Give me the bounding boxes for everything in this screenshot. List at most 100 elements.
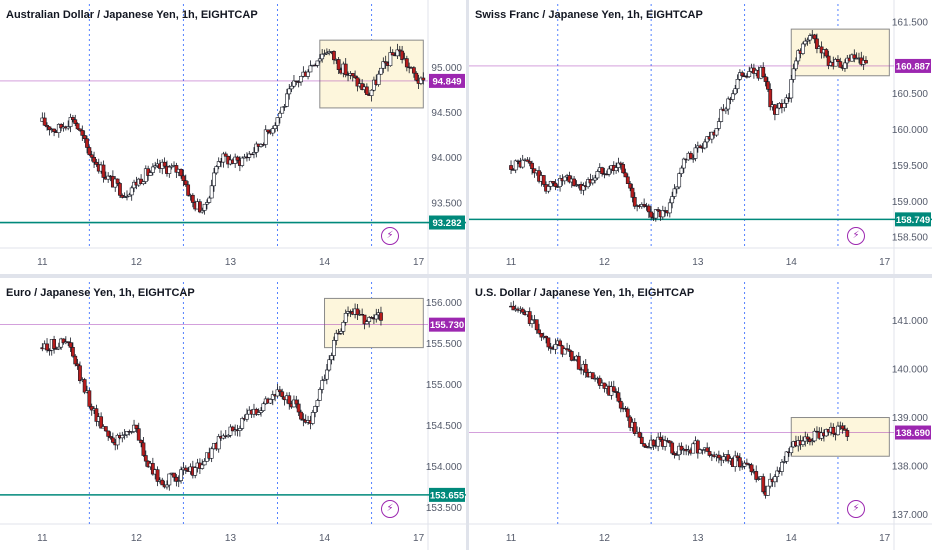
candle-body	[212, 172, 216, 187]
chart-panel-usdjpy[interactable]: 137.000 138.000 139.000 140.000 141.000 11 12 1…	[469, 278, 932, 550]
candle-body	[695, 440, 700, 454]
lightning-icon[interactable]: ⚡	[847, 500, 865, 518]
candle-body	[789, 446, 794, 454]
candle-body	[419, 77, 423, 84]
candle-body	[202, 461, 207, 466]
candle-body	[672, 452, 677, 456]
candle-body	[812, 34, 817, 40]
candle-body	[270, 128, 275, 134]
candle-body	[646, 446, 651, 449]
support-price-tag	[895, 212, 931, 227]
candle-body	[369, 317, 374, 319]
candle-body	[294, 80, 299, 83]
candle-body	[193, 467, 198, 476]
candle-body	[336, 332, 341, 335]
candle-body	[688, 152, 693, 159]
chart-panel-chfjpy[interactable]: 158.500 159.000 159.500 160.000 160.500 161.5…	[469, 0, 932, 274]
candle-body	[324, 369, 329, 380]
y-tick-label: 140.000	[892, 365, 929, 376]
candle-body	[315, 400, 320, 407]
candle-body	[134, 424, 139, 429]
x-tick-label: 17	[413, 257, 425, 268]
candle-body	[322, 53, 327, 55]
chart-panel-audjpy[interactable]: 93.500 94.000 94.500 95.000 11 12 13 14 17 94.849…	[0, 0, 466, 274]
candle-body	[240, 417, 245, 429]
chart-panel-eurjpy[interactable]: 153.500 154.000 154.500 155.000 155.500 156.0…	[0, 278, 466, 550]
candle-body	[562, 348, 567, 355]
candle-body	[546, 186, 551, 192]
chart-canvas[interactable]: 137.000 138.000 139.000 140.000 141.000 11 12 1…	[469, 278, 932, 550]
candle-body	[721, 456, 726, 461]
candle-body	[200, 210, 205, 213]
chart-canvas[interactable]: 93.500 94.000 94.500 95.000 11 12 13 14 17 94.849…	[0, 0, 466, 274]
candle-body	[740, 465, 745, 468]
y-tick-label: 94.500	[431, 108, 462, 119]
candle-body	[719, 108, 724, 122]
chart-canvas[interactable]: 153.500 154.000 154.500 155.000 155.500 156.0…	[0, 278, 466, 550]
candle-body	[263, 129, 268, 145]
candle-body	[555, 186, 560, 188]
candle-body	[766, 485, 770, 496]
candle-body	[723, 108, 728, 112]
candle-body	[47, 126, 52, 131]
lightning-icon[interactable]: ⚡	[381, 500, 399, 518]
candle-body	[343, 313, 348, 323]
candle-body	[698, 449, 703, 454]
candle-body	[735, 79, 740, 90]
candle-body	[327, 359, 332, 371]
support-price-tag	[429, 215, 465, 230]
candle-body	[143, 455, 148, 462]
candle-body	[618, 400, 623, 409]
candle-body	[129, 431, 134, 433]
y-tick-label: 139.000	[892, 413, 929, 424]
last-price-label: 138.690	[896, 428, 930, 439]
lightning-icon[interactable]: ⚡	[381, 227, 399, 245]
candle-body	[183, 180, 188, 186]
candle-body	[89, 406, 94, 411]
candle-body	[768, 88, 773, 108]
candle-body	[551, 181, 555, 184]
candle-body	[702, 141, 707, 149]
x-tick-label: 13	[692, 533, 704, 544]
candle-body	[520, 159, 525, 168]
candle-body	[700, 449, 705, 451]
candle-body	[815, 38, 819, 49]
last-price-tag	[429, 317, 465, 332]
lightning-icon[interactable]: ⚡	[847, 227, 865, 245]
y-tick-label: 141.000	[892, 316, 929, 327]
candle-body	[600, 167, 605, 174]
candle-body	[42, 117, 47, 126]
candle-body	[165, 484, 169, 488]
candle-body	[642, 204, 647, 207]
candle-body	[324, 52, 329, 55]
y-tick-label: 159.000	[892, 197, 929, 208]
candle-body	[649, 211, 654, 218]
candle-body	[127, 194, 132, 197]
y-tick-label: 159.500	[892, 161, 929, 172]
candle-body	[299, 76, 303, 83]
x-tick-label: 17	[879, 533, 891, 544]
candle-body	[379, 312, 383, 321]
candle-body	[80, 130, 85, 136]
candle-body	[82, 379, 87, 393]
candle-body	[388, 52, 393, 67]
candle-body	[525, 159, 530, 162]
candle-body	[364, 321, 369, 325]
candle-body	[374, 314, 379, 320]
chart-canvas[interactable]: 158.500 159.000 159.500 160.000 160.500 161.5…	[469, 0, 932, 274]
candle-body	[179, 469, 183, 481]
candle-body	[593, 177, 597, 181]
candle-body	[625, 176, 630, 184]
candle-body	[179, 168, 183, 177]
candle-body	[679, 167, 684, 174]
candle-body	[740, 72, 745, 77]
candle-body	[656, 436, 661, 447]
candle-body	[852, 54, 857, 59]
y-tick-label: 161.500	[892, 17, 929, 28]
candle-body	[639, 436, 644, 444]
y-tick-label: 95.000	[431, 63, 462, 74]
candle-body	[714, 128, 719, 136]
candle-body	[322, 378, 327, 381]
candle-body	[691, 158, 696, 160]
candle-body	[400, 50, 405, 61]
